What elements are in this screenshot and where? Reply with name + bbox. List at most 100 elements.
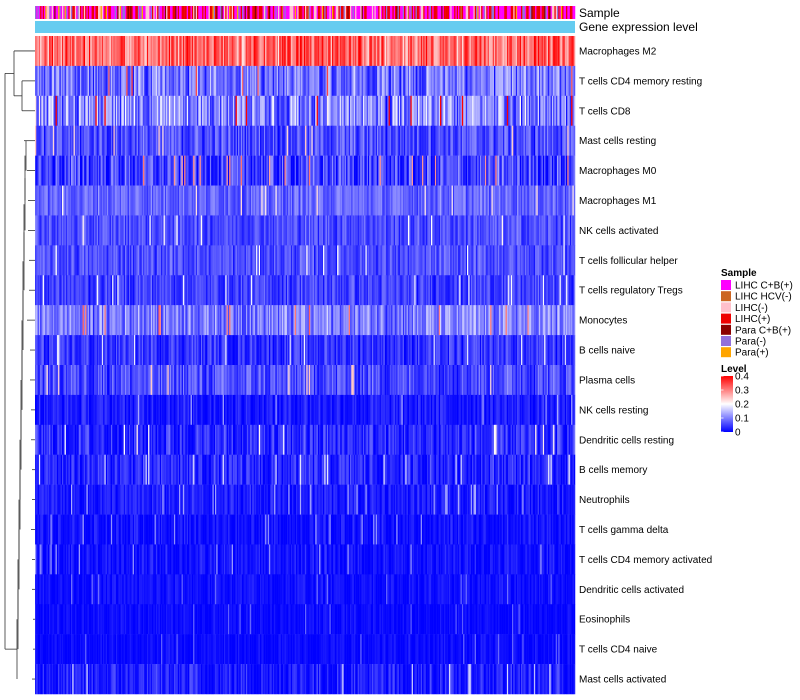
heatmap-cell <box>374 95 376 126</box>
heatmap-cell <box>253 275 256 306</box>
heatmap-cell <box>76 305 78 336</box>
sample-annotation-cell <box>143 6 145 19</box>
heatmap-cell <box>514 95 517 126</box>
heatmap-cell <box>236 155 239 186</box>
heatmap-cell <box>266 245 268 276</box>
heatmap-cell <box>315 215 317 246</box>
heatmap-cell <box>326 95 329 126</box>
heatmap-cell <box>161 275 163 306</box>
heatmap-cell <box>207 125 209 156</box>
heatmap-cell <box>465 125 468 156</box>
heatmap-cell <box>239 215 241 246</box>
heatmap-cell <box>404 275 406 306</box>
heatmap-cell <box>490 65 492 97</box>
heatmap-cell <box>326 36 329 67</box>
heatmap-cell <box>58 215 60 246</box>
heatmap-cell <box>41 155 43 186</box>
heatmap-cell <box>447 155 450 186</box>
heatmap-cell <box>312 275 315 306</box>
heatmap-cell <box>37 245 40 276</box>
heatmap-cell <box>316 36 319 67</box>
heatmap-cell <box>136 36 139 67</box>
heatmap-cell <box>244 275 247 306</box>
heatmap-cell <box>123 65 126 97</box>
heatmap-cell <box>416 125 419 156</box>
heatmap-cell <box>103 125 105 156</box>
heatmap-cell <box>235 125 238 156</box>
sample-annotation-cell <box>284 6 286 19</box>
heatmap-cell <box>280 335 283 366</box>
heatmap-cell <box>193 95 195 126</box>
heatmap-cell <box>105 245 108 276</box>
heatmap-cell <box>85 95 87 126</box>
heatmap-cell <box>342 275 344 306</box>
heatmap-cell <box>260 275 262 306</box>
heatmap-cell <box>197 95 199 126</box>
heatmap-cell <box>401 36 403 67</box>
heatmap-cell <box>221 335 223 366</box>
heatmap-cell <box>91 215 94 246</box>
heatmap-cell <box>144 185 146 216</box>
heatmap-cell <box>199 185 202 216</box>
sample-annotation-cell <box>77 6 79 19</box>
heatmap-cell <box>37 36 40 67</box>
heatmap-cell <box>242 215 244 246</box>
heatmap-cell <box>83 215 86 246</box>
heatmap-cell <box>55 275 58 306</box>
heatmap-cell <box>307 185 310 216</box>
heatmap-cell <box>494 155 496 186</box>
heatmap-cell <box>122 125 124 156</box>
heatmap-cell <box>571 185 573 216</box>
heatmap-cell <box>292 155 294 186</box>
heatmap-cell <box>197 275 199 306</box>
heatmap-cell <box>152 185 154 216</box>
heatmap-cell <box>315 305 317 336</box>
heatmap-cell <box>248 245 250 276</box>
heatmap-cell <box>423 125 425 156</box>
heatmap-cell <box>65 125 68 156</box>
sample-annotation-cell <box>319 6 321 19</box>
sample-annotation-cell <box>499 6 501 19</box>
heatmap-cell <box>148 185 150 216</box>
heatmap-cell <box>319 36 321 67</box>
heatmap-cell <box>284 245 286 276</box>
heatmap-cell <box>179 215 181 246</box>
heatmap-cell <box>208 155 211 186</box>
heatmap-cell <box>414 36 416 67</box>
heatmap-cell <box>176 36 178 67</box>
heatmap-cell <box>338 125 340 156</box>
heatmap-cell <box>422 335 424 366</box>
heatmap-cell <box>568 95 571 126</box>
heatmap-cell <box>35 95 37 126</box>
heatmap-cell <box>193 275 195 306</box>
heatmap-cell <box>344 155 347 186</box>
heatmap-cell <box>495 125 497 156</box>
heatmap-cell <box>132 305 135 336</box>
heatmap-cell <box>46 155 49 186</box>
heatmap-cell <box>154 36 157 67</box>
heatmap-cell <box>434 95 437 126</box>
heatmap-cell <box>243 185 245 216</box>
heatmap-cell <box>378 335 380 366</box>
heatmap-cell <box>280 125 283 156</box>
heatmap-cell <box>284 125 286 156</box>
heatmap-cell <box>461 155 464 186</box>
heatmap-cell <box>168 36 171 67</box>
heatmap-cell <box>108 215 110 246</box>
heatmap-cell <box>410 155 412 186</box>
heatmap-cell <box>477 155 479 186</box>
heatmap-cell <box>447 215 450 246</box>
heatmap-cell <box>455 95 457 126</box>
heatmap-cell <box>521 305 523 336</box>
heatmap-cell <box>361 95 364 126</box>
heatmap-cell <box>405 245 407 276</box>
heatmap-cell <box>90 125 92 156</box>
heatmap-cell <box>343 215 346 246</box>
heatmap-cell <box>144 245 146 276</box>
sample-annotation-cell <box>389 6 392 19</box>
heatmap-cell <box>114 305 117 336</box>
sample-annotation-cell <box>496 6 499 19</box>
heatmap-cell <box>67 335 69 366</box>
heatmap-cell <box>90 245 92 276</box>
heatmap-cell <box>526 305 528 336</box>
